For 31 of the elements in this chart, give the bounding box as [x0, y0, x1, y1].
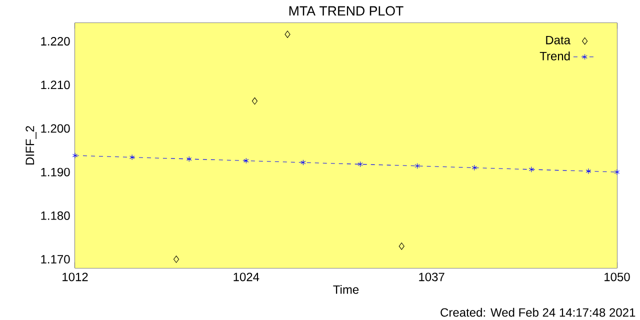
point [300, 160, 306, 166]
y-tick-label: 1.190 [41, 168, 70, 176]
x-tick-label: 1024 [234, 272, 260, 282]
y-tick-label: 1.210 [41, 80, 70, 90]
point [398, 242, 404, 250]
x-tick-label: 1050 [604, 272, 630, 282]
point [414, 163, 420, 169]
x-tick-label: 1037 [419, 272, 444, 282]
point [72, 152, 78, 158]
point [358, 161, 363, 168]
legend-label: Data [546, 36, 570, 44]
point [252, 97, 258, 105]
x-axis-title: Time [333, 285, 359, 294]
text: Created: Wed Feb 24 14:17:48 2021 [440, 308, 636, 317]
point [614, 169, 620, 176]
point [244, 158, 249, 164]
point [472, 164, 477, 171]
y-tick-label: 1.220 [41, 37, 70, 46]
point [528, 166, 534, 172]
point [174, 256, 180, 263]
point [186, 156, 192, 162]
y-axis-title: DIFF_2 [26, 126, 36, 165]
x-tick-label: 1012 [62, 272, 88, 282]
point [129, 154, 135, 160]
y-tick-label: 1.180 [41, 211, 70, 220]
y-tick-label: 1.200 [41, 124, 70, 133]
y-tick-label: 1.170 [41, 255, 70, 264]
chart-title: MTA TREND PLOT [289, 6, 404, 16]
point [586, 168, 592, 174]
point [284, 30, 290, 38]
legend-label: Trend [540, 52, 570, 60]
